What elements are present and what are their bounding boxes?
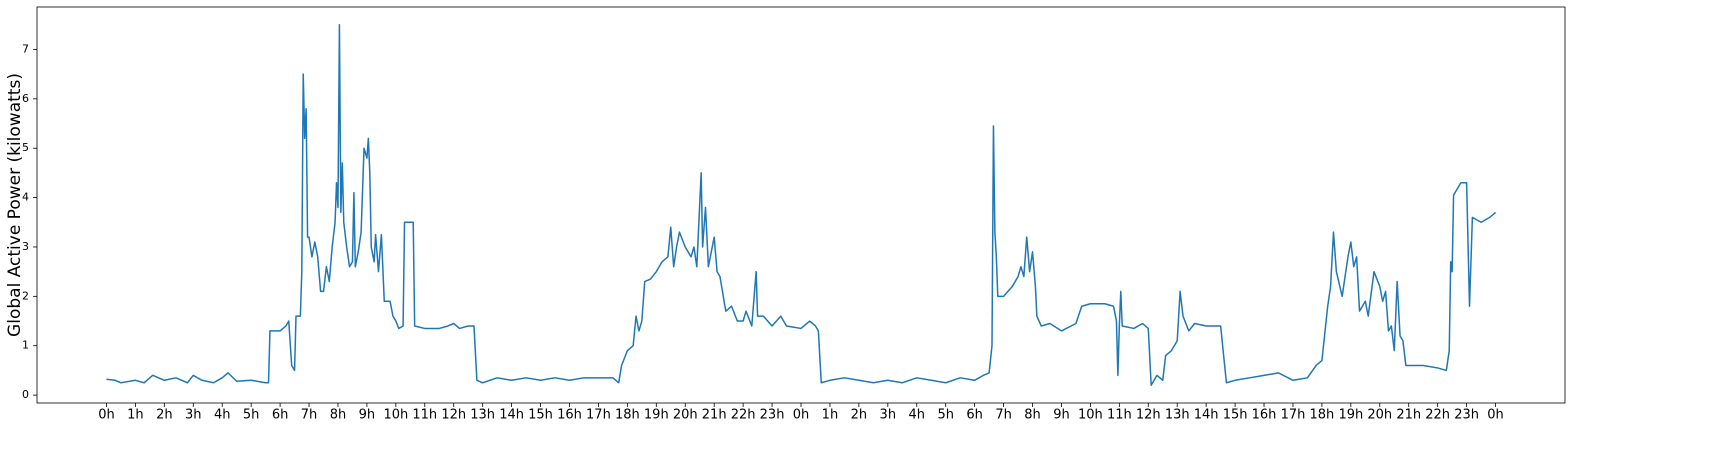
x-tick-label: 9h [1053, 408, 1070, 423]
x-tick-label: 2h [851, 408, 868, 423]
x-tick-label: 13h [1165, 408, 1190, 423]
x-tick-label: 22h [1425, 408, 1450, 423]
x-tick-label: 3h [185, 408, 202, 423]
x-tick-label: 8h [1024, 408, 1041, 423]
y-axis-label: Global Active Power (kilowatts) [5, 73, 25, 337]
x-tick-label: 12h [441, 408, 466, 423]
x-tick-label: 2h [156, 408, 173, 423]
x-tick-label: 21h [1396, 408, 1421, 423]
x-tick-label: 23h [1454, 408, 1479, 423]
x-tick-label: 5h [937, 408, 954, 423]
x-tick-label: 9h [359, 408, 376, 423]
plot-frame [36, 6, 1566, 404]
x-tick-label: 19h [644, 408, 669, 423]
x-tick-label: 23h [760, 408, 785, 423]
y-tick-label: 2 [22, 289, 29, 302]
x-tick-label: 21h [702, 408, 727, 423]
x-tick-label: 15h [1223, 408, 1248, 423]
x-tick-label: 10h [1078, 408, 1103, 423]
x-tick-label: 5h [243, 408, 260, 423]
x-tick-label: 20h [1367, 408, 1392, 423]
y-tick-label: 5 [22, 141, 29, 154]
x-tick-label: 0h [793, 408, 810, 423]
x-tick-label: 14h [499, 408, 524, 423]
x-tick-label: 7h [995, 408, 1012, 423]
x-tick-label: 18h [615, 408, 640, 423]
x-tick-label: 1h [127, 408, 144, 423]
x-tick-label: 22h [731, 408, 756, 423]
x-tick-label: 11h [1107, 408, 1132, 423]
x-tick-label: 13h [470, 408, 495, 423]
x-tick-label: 19h [1338, 408, 1363, 423]
x-tick-label: 0h [1487, 408, 1504, 423]
x-tick-label: 4h [908, 408, 925, 423]
x-tick-label: 16h [1252, 408, 1277, 423]
x-tick-label: 6h [966, 408, 983, 423]
x-tick-label: 1h [822, 408, 839, 423]
x-tick-label: 12h [1136, 408, 1161, 423]
x-tick-label: 20h [673, 408, 698, 423]
x-tick-label: 4h [214, 408, 231, 423]
x-tick-label: 14h [1194, 408, 1219, 423]
x-tick-label: 8h [330, 408, 347, 423]
x-tick-label: 11h [412, 408, 437, 423]
y-tick-label: 7 [22, 42, 29, 55]
x-tick-label: 18h [1310, 408, 1335, 423]
x-tick-label: 17h [586, 408, 611, 423]
x-tick-label: 17h [1281, 408, 1306, 423]
x-tick-label: 6h [272, 408, 289, 423]
y-tick-label: 1 [22, 339, 29, 352]
y-tick-label: 4 [22, 191, 29, 204]
y-tick-label: 6 [22, 92, 29, 105]
data-line [106, 24, 1497, 386]
x-tick-label: 3h [880, 408, 897, 423]
x-tick-label: 16h [557, 408, 582, 423]
x-tick-label: 7h [301, 408, 318, 423]
y-tick-label: 0 [22, 388, 29, 401]
x-tick-label: 0h [98, 408, 115, 423]
x-tick-label: 15h [528, 408, 553, 423]
x-tick-label: 10h [383, 408, 408, 423]
y-tick-label: 3 [22, 240, 29, 253]
